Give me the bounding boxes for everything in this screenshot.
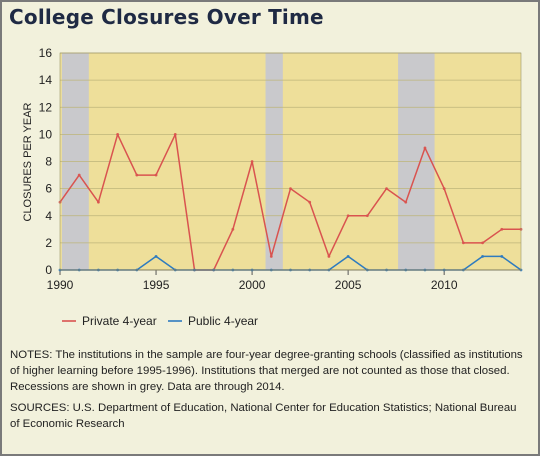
data-point [154, 173, 158, 177]
sources-label: SOURCES: [10, 402, 70, 414]
y-tick-label: 2 [45, 236, 52, 250]
data-point [327, 255, 331, 258]
data-point [481, 255, 484, 258]
axis-layer [59, 52, 522, 271]
data-point [346, 255, 350, 258]
notes-text: The institutions in the sample are four-… [10, 349, 523, 393]
data-point [154, 255, 158, 258]
notes-paragraph: NOTES: The institutions in the sample ar… [10, 347, 528, 395]
y-tick-label: 0 [45, 263, 52, 277]
chart-title: College Closures Over Time [9, 5, 324, 29]
data-point [385, 187, 388, 191]
x-tick-label: 2010 [431, 278, 458, 292]
data-point [231, 227, 235, 231]
data-point [77, 173, 81, 177]
line-chart: 0 2 4 6 8 10 12 14 16 1990 1995 2000 2005 2010 CLOSUR… [22, 46, 523, 328]
sources-paragraph: SOURCES: U.S. Department of Education, N… [10, 400, 528, 432]
y-tick-label: 10 [39, 127, 53, 141]
x-tick-label: 1990 [47, 278, 74, 292]
legend: Private 4-year Public 4-year [62, 314, 258, 328]
x-tick-label: 2000 [239, 278, 266, 292]
data-point [308, 200, 312, 204]
legend-label: Public 4-year [188, 314, 258, 328]
data-point [173, 132, 177, 136]
data-point [442, 187, 446, 191]
data-point [97, 200, 100, 204]
data-point [500, 227, 504, 231]
data-point [365, 214, 369, 218]
legend-label: Private 4-year [82, 314, 157, 328]
notes-label: NOTES: [10, 349, 53, 361]
y-tick-label: 8 [45, 155, 52, 169]
data-point [250, 160, 254, 163]
sources-text: U.S. Department of Education, National C… [10, 402, 517, 430]
data-point [269, 255, 273, 258]
y-tick-label: 12 [39, 100, 53, 114]
data-point [346, 214, 350, 218]
data-point [135, 173, 139, 177]
data-point [461, 241, 465, 245]
y-tick-label: 14 [39, 73, 53, 87]
y-tick-label: 16 [39, 46, 53, 60]
y-axis-label: CLOSURES PER YEAR [22, 102, 34, 221]
tick-labels-layer: 0 2 4 6 8 10 12 14 16 1990 1995 2000 2005 2010 [39, 46, 458, 292]
x-tick-label: 1995 [143, 278, 170, 292]
data-point [404, 200, 408, 204]
data-point [481, 241, 484, 245]
gridlines-layer [60, 52, 521, 244]
y-tick-label: 6 [45, 182, 52, 196]
x-tick-label: 2005 [335, 278, 362, 292]
data-point [500, 255, 504, 258]
plot-border [59, 52, 522, 271]
y-tick-label: 4 [45, 209, 52, 223]
data-point [116, 132, 120, 136]
data-point [289, 187, 292, 191]
data-point [423, 146, 427, 150]
